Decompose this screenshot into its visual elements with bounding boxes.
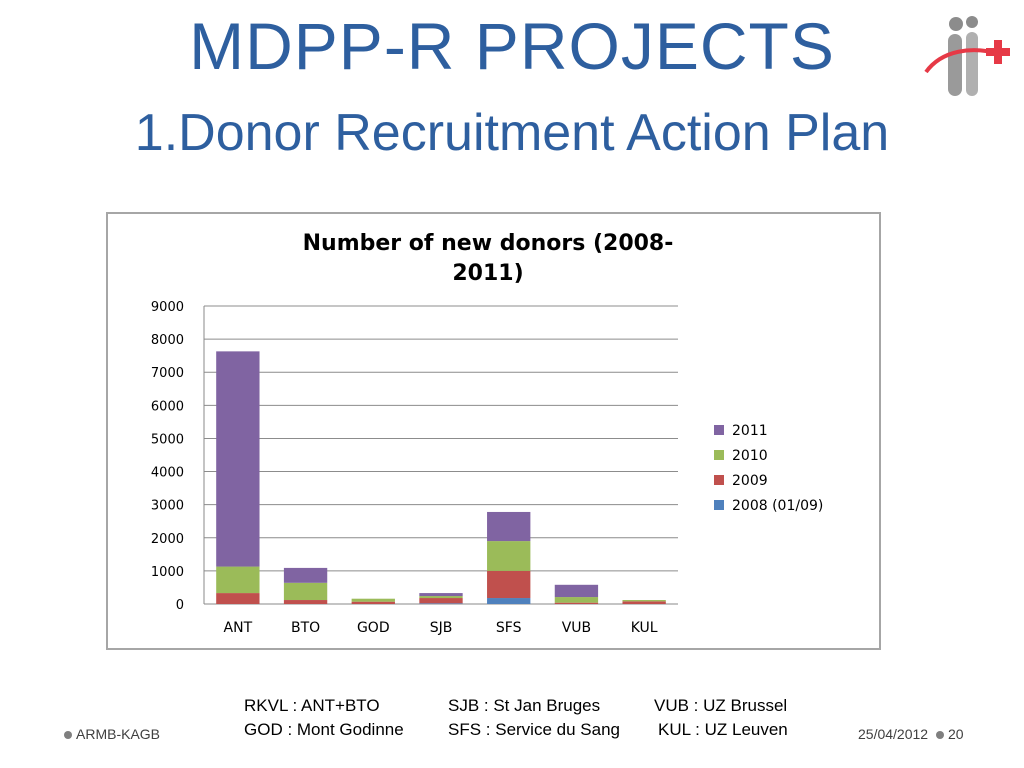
bar-segment-vub-2010: [554, 597, 599, 603]
bar-segment-kul-2010: [622, 600, 666, 602]
logo-head-left: [949, 17, 963, 31]
x-tick-label: KUL: [631, 620, 658, 636]
x-tick-label: BTO: [291, 620, 320, 636]
y-tick-label: 3000: [151, 499, 184, 514]
y-tick-label: 0: [176, 598, 184, 613]
bullet-icon: [64, 731, 72, 740]
bar-segment-sjb-2010: [419, 596, 463, 599]
bar-segment-vub-2011: [554, 584, 599, 598]
glossary-item: VUB : UZ Brussel: [654, 696, 788, 715]
x-tick-label: SJB: [430, 620, 453, 636]
glossary-item: RKVL : ANT+BTO: [244, 696, 380, 715]
glossary-item: SFS : Service du Sang: [448, 720, 620, 739]
legend-label: 2010: [732, 448, 768, 464]
chart-panel: Number of new donors (2008- 2011) 0 1000 200…: [106, 212, 881, 650]
legend-swatch: [714, 475, 724, 485]
bar-segment-sjb-2011: [419, 593, 463, 597]
bar-segment-ant-2009: [216, 593, 260, 604]
bar-segment-ant-2011: [216, 351, 260, 567]
bar-segment-sfs-2011: [487, 511, 531, 542]
x-tick-label: ANT: [224, 620, 253, 636]
logo-cross-h: [986, 48, 1010, 56]
footer-date-page: 25/04/2012 20: [858, 726, 964, 742]
bar-segment-bto-2010: [283, 582, 328, 601]
bar-segment-god-2009: [351, 601, 395, 604]
bar-segment-sjb-2008: [419, 603, 463, 604]
x-tick-label: SFS: [496, 620, 522, 636]
bar-segment-sjb-2009: [419, 598, 463, 604]
x-tick-label: GOD: [357, 620, 390, 636]
bar-segment-kul-2009: [622, 601, 666, 604]
organization-logo: [924, 16, 1010, 96]
legend-swatch: [714, 450, 724, 460]
x-tick-label: VUB: [562, 620, 591, 636]
y-tick-label: 9000: [151, 300, 184, 315]
slide-title: MDPP-R PROJECTS: [189, 9, 835, 83]
chart-title: Number of new donors (2008-: [303, 231, 674, 256]
footer-org-label: ARMB-KAGB: [76, 726, 161, 742]
bar-segment-sfs-2008: [487, 598, 531, 604]
footer-org: ARMB-KAGB: [64, 726, 160, 742]
legend-swatch: [714, 425, 724, 435]
legend-swatch: [714, 500, 724, 510]
bar-segment-sfs-2010: [487, 541, 531, 571]
bullet-icon: [935, 731, 944, 740]
glossary-item: KUL : UZ Leuven: [658, 720, 788, 739]
bar-segment-god-2010: [351, 598, 395, 602]
glossary-item: GOD : Mont Godinne: [244, 720, 404, 739]
y-tick-label: 4000: [151, 466, 184, 481]
logo-body-left: [948, 34, 962, 96]
legend-label: 2008 (01/09): [732, 498, 823, 514]
bar-segment-vub-2009: [554, 602, 599, 604]
slide-subtitle: 1.Donor Recruitment Action Plan: [134, 104, 890, 162]
y-tick-label: 5000: [151, 432, 184, 447]
y-tick-label: 1000: [151, 565, 184, 580]
bar-segment-sfs-2009: [487, 570, 531, 599]
legend-label: 2011: [732, 423, 768, 439]
stacked-bar-chart: Number of new donors (2008- 2011) 0 1000 200…: [151, 231, 823, 636]
glossary-item: SJB : St Jan Bruges: [448, 696, 601, 715]
y-tick-label: 8000: [151, 333, 184, 348]
bar-segment-bto-2009: [283, 600, 328, 604]
footer-date: 25/04/2012: [858, 726, 929, 742]
y-tick-label: 7000: [151, 366, 184, 381]
y-tick-label: 2000: [151, 532, 184, 547]
chart-title-line2: 2011): [452, 261, 523, 286]
bar-segment-ant-2010: [216, 566, 260, 594]
legend-label: 2009: [732, 473, 768, 489]
page-number: 20: [947, 726, 964, 742]
bar-segment-bto-2011: [283, 567, 328, 583]
y-tick-label: 6000: [151, 399, 184, 414]
logo-head-right: [966, 16, 978, 28]
logo-body-right: [966, 32, 978, 96]
